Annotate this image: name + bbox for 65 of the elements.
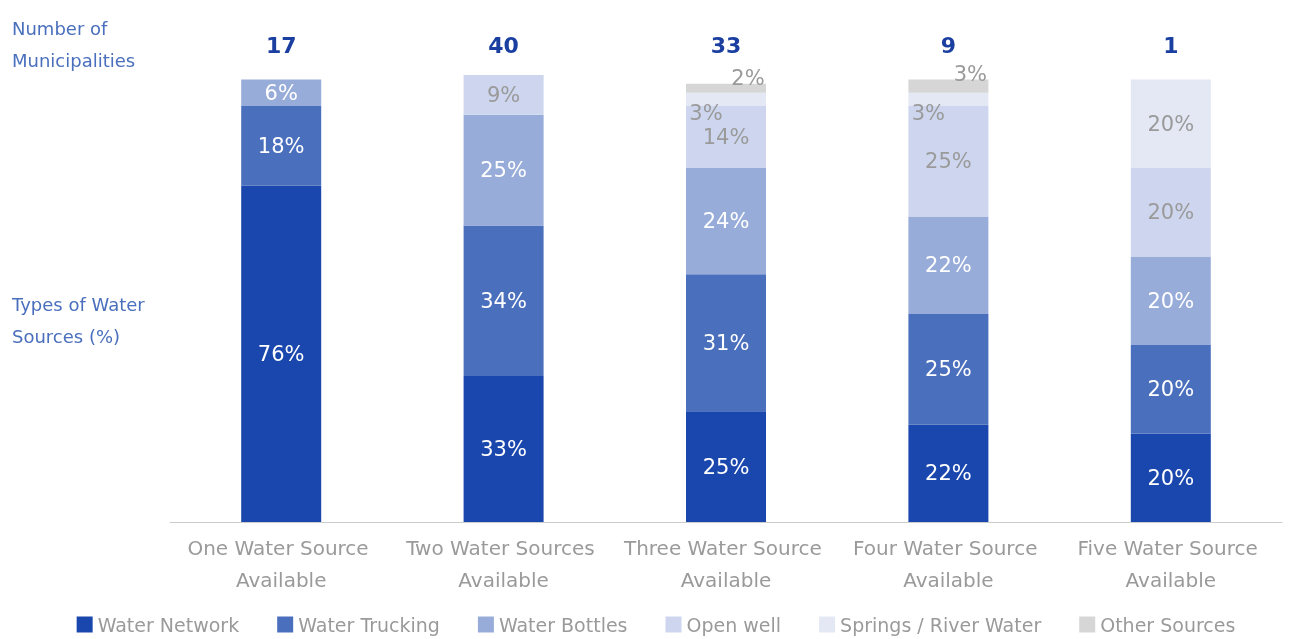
bar (241, 185, 322, 522)
bar (463, 75, 544, 115)
x-tick-label: Two Water Sources Available (405, 536, 602, 592)
x-tick-label: Four Water Source Available (852, 536, 1044, 592)
bar (1130, 433, 1211, 522)
legend-label: Open well (686, 613, 782, 636)
data-label: 6% (264, 80, 298, 105)
bar (241, 105, 322, 186)
bar (463, 375, 544, 522)
legend-label: Water Network (97, 613, 240, 636)
legend-label: Other Sources (1100, 613, 1236, 636)
data-label: 3% (689, 101, 723, 126)
bar (463, 225, 544, 376)
data-label: 31% (702, 330, 750, 355)
x-tick-label: Three Water Source Available (622, 536, 829, 592)
data-label: 18% (257, 133, 305, 158)
data-label: 20% (1147, 465, 1195, 490)
text: 33 (710, 32, 742, 58)
legend-label: Springs / River Water (840, 613, 1042, 636)
data-label: 3% (953, 61, 988, 86)
text: 17 (265, 32, 297, 58)
data-label: 20% (1147, 111, 1195, 136)
bar (1130, 256, 1211, 345)
bar (908, 313, 989, 425)
text: Number of Municipalities (12, 17, 136, 71)
data-label: 20% (1147, 288, 1195, 313)
data-label: 33% (480, 436, 527, 461)
bar (1130, 344, 1211, 434)
legend-label: Water Bottles (498, 613, 628, 636)
bar (686, 274, 766, 412)
bar (686, 411, 766, 522)
data-label: 14% (702, 124, 750, 149)
bar (1130, 79, 1211, 168)
data-label: 25% (925, 357, 972, 382)
bar (686, 83, 766, 93)
data-label: 3% (911, 101, 946, 126)
bar (1130, 167, 1211, 257)
data-label: 20% (1147, 377, 1195, 402)
bar (908, 92, 989, 106)
data-label: 2% (731, 66, 765, 91)
data-label: 22% (925, 461, 972, 486)
data-label: 34% (480, 288, 527, 313)
data-label: 9% (486, 82, 521, 107)
bar (908, 79, 989, 93)
bar (908, 424, 989, 522)
bar (463, 114, 544, 226)
text: 1 (1163, 32, 1179, 58)
x-tick-label: Five Water Source Available (1077, 536, 1265, 592)
data-label: 22% (925, 253, 972, 278)
data-label: 25% (702, 454, 750, 479)
data-label: 25% (925, 149, 972, 174)
bar (686, 167, 766, 275)
data-label: 20% (1147, 200, 1195, 225)
text: 9 (940, 32, 957, 58)
bar (686, 105, 766, 168)
bar (908, 216, 989, 314)
bar (686, 92, 766, 106)
legend-label: Water Trucking (298, 613, 440, 636)
data-label: 24% (702, 209, 750, 234)
data-label: 76% (257, 341, 305, 366)
x-tick-label: One Water Source Available (187, 536, 375, 592)
data-label: 25% (480, 158, 527, 183)
bar (908, 105, 989, 217)
text: 40 (488, 32, 519, 58)
text: Types of Water Sources (%) (11, 293, 151, 347)
